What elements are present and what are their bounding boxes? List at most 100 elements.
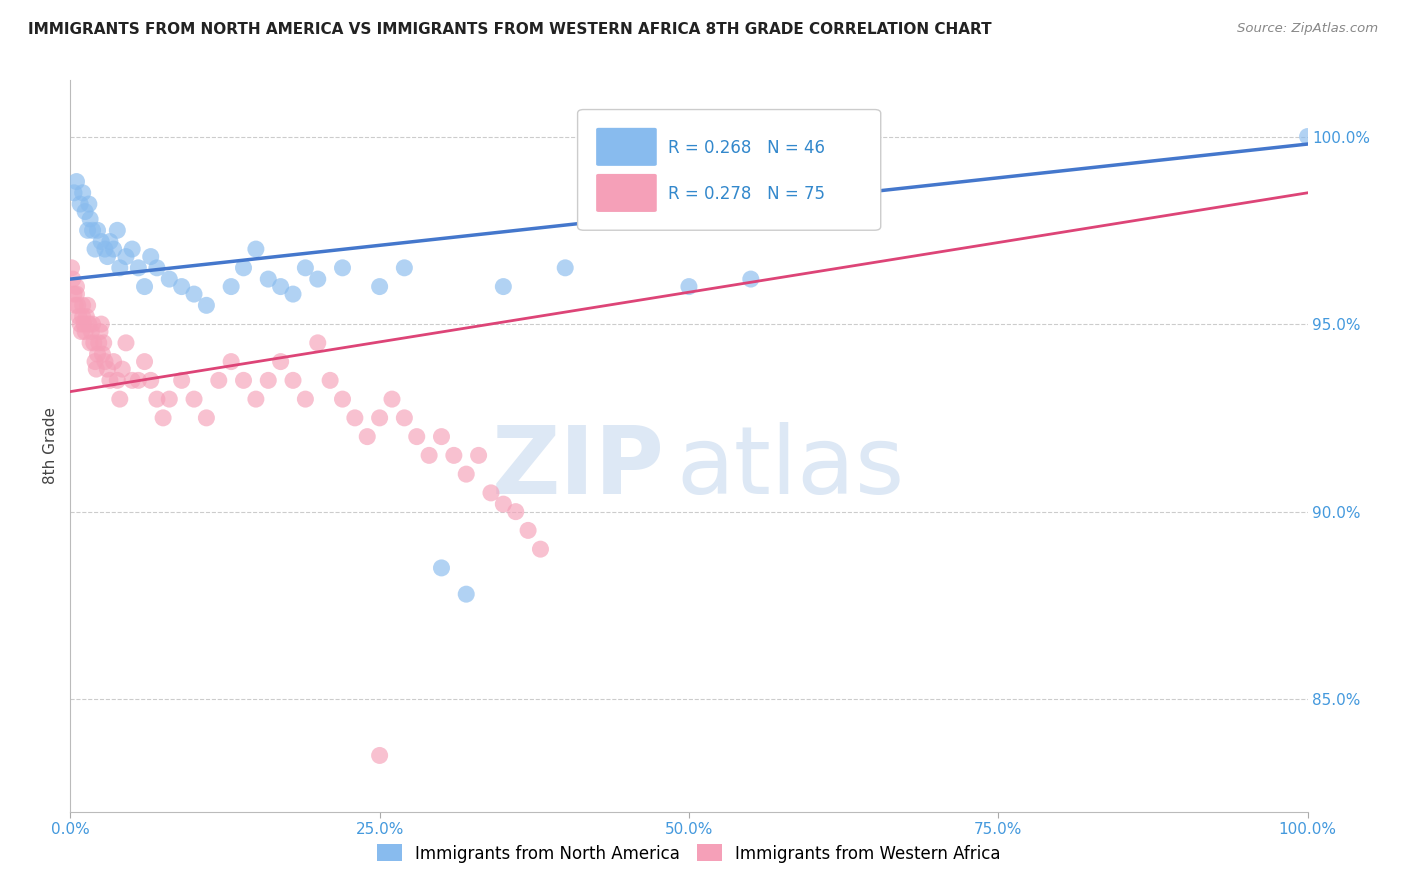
Point <box>121 373 143 387</box>
Point <box>157 272 180 286</box>
Point <box>76 298 98 312</box>
Point <box>394 260 416 275</box>
Point <box>103 242 125 256</box>
Point <box>77 197 100 211</box>
Point <box>98 373 121 387</box>
Point <box>368 279 391 293</box>
Point <box>93 335 115 350</box>
Point <box>108 260 131 275</box>
Point <box>405 429 427 443</box>
Point <box>65 298 87 312</box>
Point <box>94 354 117 368</box>
Point <box>146 260 169 275</box>
Point <box>84 362 107 376</box>
Point <box>84 242 107 256</box>
Point <box>554 260 576 275</box>
Text: R = 0.268   N = 46: R = 0.268 N = 46 <box>668 138 825 157</box>
Point <box>105 223 128 237</box>
Point <box>76 223 98 237</box>
Text: IMMIGRANTS FROM NORTH AMERICA VS IMMIGRANTS FROM WESTERN AFRICA 8TH GRADE CORREL: IMMIGRANTS FROM NORTH AMERICA VS IMMIGRA… <box>28 22 991 37</box>
Point <box>65 287 87 301</box>
Point <box>77 317 100 331</box>
Point <box>505 505 527 519</box>
Point <box>63 186 86 200</box>
Point <box>492 279 515 293</box>
Point <box>65 175 87 189</box>
Y-axis label: 8th Grade: 8th Grade <box>44 408 59 484</box>
Point <box>72 186 94 200</box>
Point <box>103 354 125 368</box>
Point <box>146 392 169 406</box>
Point <box>63 287 86 301</box>
Point <box>232 260 254 275</box>
Point <box>96 362 118 376</box>
Point <box>678 279 700 293</box>
Point <box>86 347 108 361</box>
Point <box>170 373 193 387</box>
Point <box>115 250 138 264</box>
Point <box>75 204 97 219</box>
Point <box>91 347 114 361</box>
Point <box>517 524 540 538</box>
Point <box>183 392 205 406</box>
Point <box>62 272 84 286</box>
Point <box>1296 129 1319 144</box>
Point <box>127 260 149 275</box>
Point <box>139 250 162 264</box>
Point <box>115 335 138 350</box>
Point <box>195 410 218 425</box>
Text: atlas: atlas <box>676 422 905 514</box>
Point <box>70 325 93 339</box>
Point <box>134 354 156 368</box>
Point <box>65 279 87 293</box>
Point <box>195 298 218 312</box>
Point <box>73 317 96 331</box>
Point <box>82 317 104 331</box>
Point <box>430 561 453 575</box>
Point <box>183 287 205 301</box>
Point <box>368 410 391 425</box>
Point <box>456 467 478 482</box>
Point <box>127 373 149 387</box>
Point <box>72 310 94 324</box>
Point <box>332 392 354 406</box>
Point <box>69 317 91 331</box>
Point <box>381 392 404 406</box>
Text: ZIP: ZIP <box>491 422 664 514</box>
Point <box>307 335 329 350</box>
Point <box>75 325 97 339</box>
FancyBboxPatch shape <box>596 128 657 166</box>
Point <box>82 223 104 237</box>
Point <box>368 748 391 763</box>
Point <box>257 373 280 387</box>
Point <box>89 325 111 339</box>
FancyBboxPatch shape <box>596 174 657 212</box>
Point <box>319 373 342 387</box>
Point <box>121 242 143 256</box>
Point <box>208 373 231 387</box>
Point <box>170 279 193 293</box>
Point <box>232 373 254 387</box>
Point <box>98 235 121 249</box>
Point <box>75 310 97 324</box>
Point <box>257 272 280 286</box>
Point <box>60 260 83 275</box>
Point <box>307 272 329 286</box>
Point <box>67 310 90 324</box>
Point <box>84 354 107 368</box>
Point <box>245 242 267 256</box>
Point <box>134 279 156 293</box>
Point <box>479 486 502 500</box>
Point <box>72 298 94 312</box>
FancyBboxPatch shape <box>578 110 880 230</box>
Point <box>152 410 174 425</box>
Point <box>270 279 292 293</box>
Point <box>343 410 366 425</box>
Point <box>492 497 515 511</box>
Point <box>96 250 118 264</box>
Point <box>467 449 489 463</box>
Point <box>111 362 134 376</box>
Point <box>356 429 378 443</box>
Point <box>219 279 242 293</box>
Point <box>105 373 128 387</box>
